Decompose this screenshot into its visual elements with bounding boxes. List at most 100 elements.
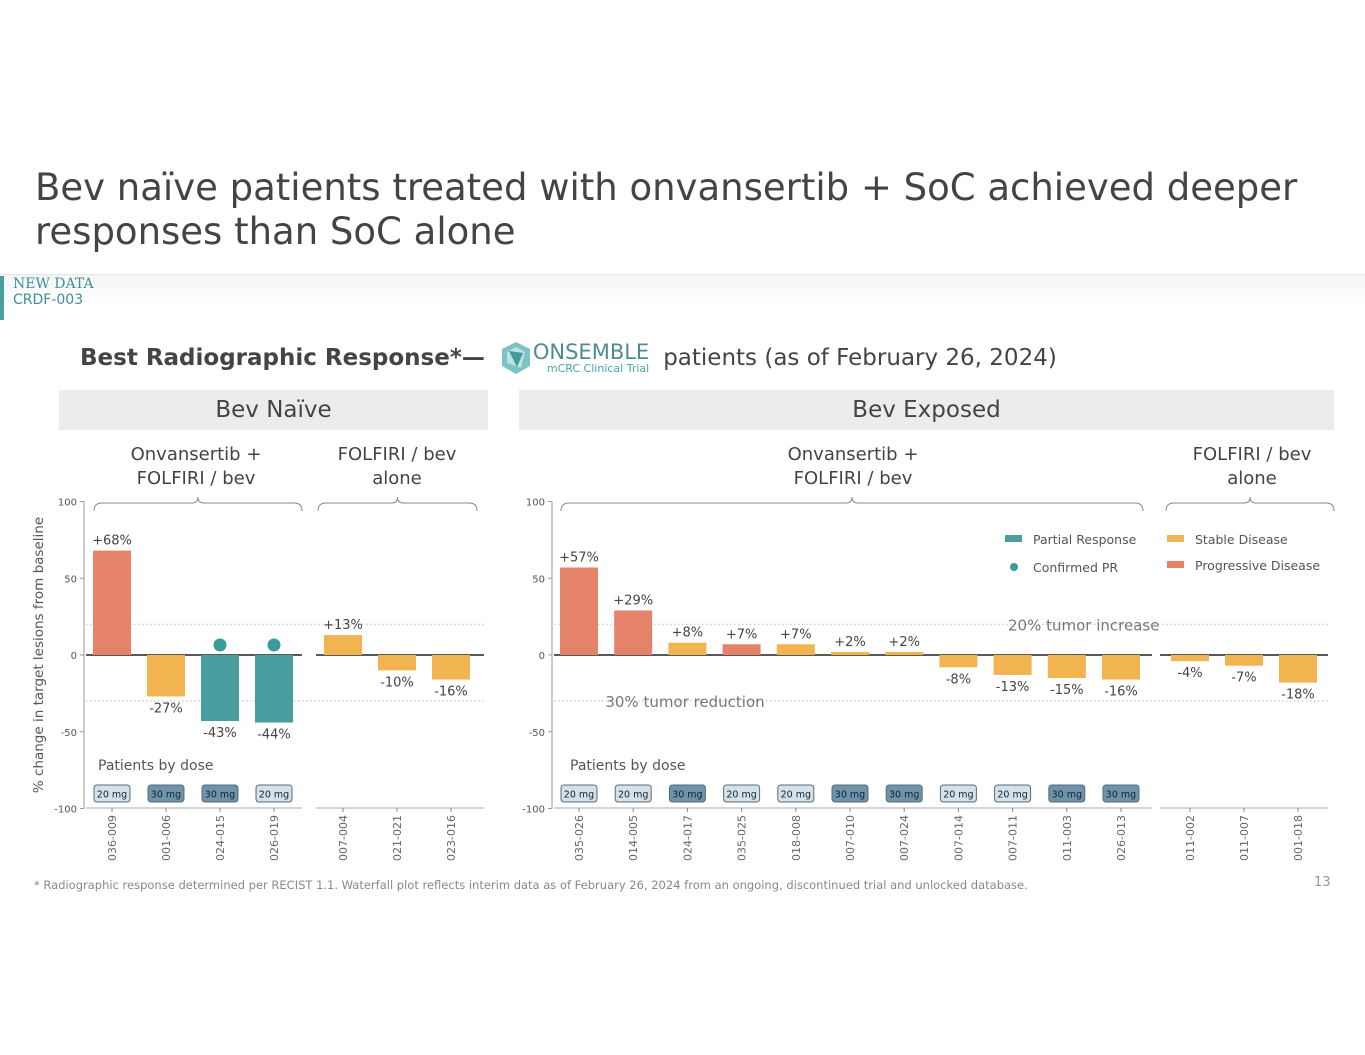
header-divider xyxy=(0,274,1365,305)
x-tick-label: 001-018 xyxy=(1292,815,1305,861)
legend-swatch-0 xyxy=(1005,535,1022,542)
dose-badge-label: 30 mg xyxy=(205,790,235,801)
group-bracket xyxy=(317,496,478,512)
tumor-reduction-label: 30% tumor reduction xyxy=(605,693,764,711)
slide-title: Bev naïve patients treated with onvanser… xyxy=(35,166,1298,253)
legend-label: Stable Disease xyxy=(1195,532,1288,547)
y-tick-label: 50 xyxy=(532,574,545,585)
bar-007-014 xyxy=(939,655,978,668)
dose-badge xyxy=(939,784,977,803)
data-label-007-010: +2% xyxy=(834,635,866,650)
dose-badge-label: 20 mg xyxy=(726,790,756,801)
bar-011-003 xyxy=(1047,655,1086,679)
dose-badge xyxy=(201,784,239,803)
data-label-035-025: +7% xyxy=(726,627,758,642)
group-label-combo-naive: Onvansertib + FOLFIRI / bev xyxy=(130,444,262,489)
subtitle-rest: patients (as of February 26, 2024) xyxy=(663,345,1057,371)
dose-badge xyxy=(147,784,185,803)
dose-badge-label: 20 mg xyxy=(943,790,973,801)
bar-035-026 xyxy=(560,567,598,655)
data-label-007-011: -13% xyxy=(996,680,1030,695)
legend-label: Progressive Disease xyxy=(1195,558,1320,573)
x-tick-label: 018-008 xyxy=(790,815,803,861)
dose-badge xyxy=(614,784,652,803)
page-number: 13 xyxy=(1314,875,1331,890)
x-tick-label: 036-009 xyxy=(106,815,119,861)
x-tick-label: 035-025 xyxy=(736,815,749,861)
data-label-023-016: -16% xyxy=(434,685,468,700)
dose-badge-label: 20 mg xyxy=(97,790,127,801)
group-bracket xyxy=(1165,496,1335,512)
dose-badge xyxy=(885,784,923,803)
x-tick-label: 024-015 xyxy=(214,815,227,861)
data-label-014-005: +29% xyxy=(613,593,653,608)
confirmed-pr-marker xyxy=(213,638,227,652)
tag-line2: CRDF-003 xyxy=(13,292,84,308)
bar-023-016 xyxy=(432,655,470,680)
data-label-024-017: +8% xyxy=(672,626,704,641)
logo-name: ONSEMBLE xyxy=(532,339,650,364)
bar-011-007 xyxy=(1225,655,1263,666)
y-tick-label: 100 xyxy=(58,498,77,509)
dose-badge xyxy=(668,784,706,803)
onsemble-logo: ONSEMBLE mCRC Clinical Trial xyxy=(499,341,649,375)
dose-badge-label: 20 mg xyxy=(618,790,648,801)
legend-label: Confirmed PR xyxy=(1033,560,1118,575)
data-label-007-014: -8% xyxy=(946,672,971,687)
x-tick-label: 026-013 xyxy=(1115,815,1128,861)
dose-badge xyxy=(1048,784,1086,803)
patients-by-dose-label: Patients by dose xyxy=(98,758,213,774)
data-label-026-019: -44% xyxy=(257,728,291,743)
x-tick-label: 011-003 xyxy=(1061,815,1074,861)
y-tick-label: -50 xyxy=(529,728,545,739)
dose-badge-label: 30 mg xyxy=(151,790,181,801)
panel-header-bev-naive: Bev Naïve xyxy=(59,390,488,430)
onsemble-logo-icon xyxy=(501,342,530,374)
data-label-018-008: +7% xyxy=(780,627,812,642)
dose-badge xyxy=(831,784,869,803)
dose-badge xyxy=(560,784,598,803)
data-label-024-015: -43% xyxy=(203,726,237,741)
bar-018-008 xyxy=(776,644,815,655)
data-label-011-002: -4% xyxy=(1177,666,1202,681)
legend-swatch-2 xyxy=(1167,535,1184,542)
x-tick-label: 007-014 xyxy=(952,815,965,861)
dose-badge xyxy=(994,784,1032,803)
x-tick-label: 024-017 xyxy=(681,815,694,861)
x-tick-label: 007-004 xyxy=(337,815,350,861)
dose-badge xyxy=(93,784,131,803)
tag-line1: NEW DATA xyxy=(13,276,94,292)
x-tick-label: 007-011 xyxy=(1007,815,1020,861)
dose-badge-label: 20 mg xyxy=(781,790,811,801)
panel-header-bev-exposed: Bev Exposed xyxy=(519,390,1334,430)
dose-badge-label: 30 mg xyxy=(889,790,919,801)
y-tick-label: 0 xyxy=(71,651,77,662)
y-tick-label: 0 xyxy=(539,651,545,662)
y-tick-label: -50 xyxy=(61,728,77,739)
group-label-alone-exposed: FOLFIRI / bev alone xyxy=(1192,444,1312,489)
y-tick-label: -100 xyxy=(54,805,77,816)
x-tick-label: 001-006 xyxy=(160,815,173,861)
new-data-tag: NEW DATA CRDF-003 xyxy=(0,276,94,320)
x-tick-label: 023-016 xyxy=(445,815,458,861)
footnote: * Radiographic response determined per R… xyxy=(34,878,1028,892)
legend-marker-confirmed-pr xyxy=(1010,563,1018,571)
data-label-011-007: -7% xyxy=(1231,671,1256,686)
bar-007-011 xyxy=(993,655,1032,675)
dose-badge xyxy=(1102,784,1140,803)
bar-024-017 xyxy=(668,642,707,655)
x-tick-label: 011-007 xyxy=(1238,815,1251,861)
data-label-036-009: +68% xyxy=(92,534,132,549)
x-tick-label: 014-005 xyxy=(627,815,640,861)
dose-badge-label: 20 mg xyxy=(564,790,594,801)
data-label-011-003: -15% xyxy=(1050,683,1084,698)
x-tick-label: 007-010 xyxy=(844,815,857,861)
x-tick-label: 026-019 xyxy=(268,815,281,861)
x-tick-label: 035-026 xyxy=(573,815,586,861)
x-tick-label: 011-002 xyxy=(1184,815,1197,861)
bar-014-005 xyxy=(614,610,653,655)
dose-badge-label: 30 mg xyxy=(1052,790,1082,801)
dose-badge-label: 20 mg xyxy=(997,790,1027,801)
x-tick-label: 021-021 xyxy=(391,815,404,861)
